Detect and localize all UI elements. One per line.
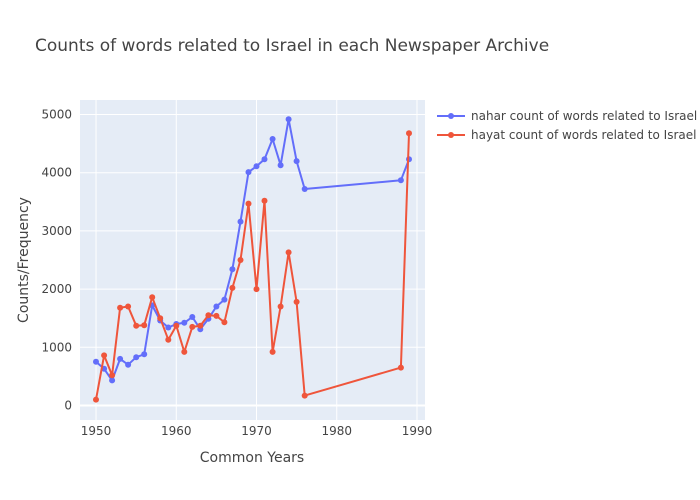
x-axis-title: Common Years	[200, 450, 304, 466]
legend-label: nahar count of words related to Israel	[471, 109, 697, 123]
y-tick-label: 3000	[41, 224, 72, 238]
data-point[interactable]	[301, 392, 308, 399]
data-point[interactable]	[181, 319, 188, 326]
data-point[interactable]	[101, 352, 108, 359]
data-point[interactable]	[205, 312, 212, 319]
legend-label: hayat count of words related to Israel	[471, 128, 696, 142]
data-point[interactable]	[149, 294, 156, 301]
data-point[interactable]	[189, 323, 196, 330]
y-tick-label: 0	[64, 398, 72, 412]
data-point[interactable]	[261, 197, 268, 204]
data-point[interactable]	[141, 351, 148, 358]
data-point[interactable]	[109, 377, 116, 384]
data-point[interactable]	[213, 303, 220, 310]
data-point[interactable]	[165, 324, 172, 331]
data-point[interactable]	[125, 361, 132, 368]
chart-title: Counts of words related to Israel in eac…	[35, 36, 549, 56]
data-point[interactable]	[229, 266, 236, 273]
y-axis-title: Counts/Frequency	[16, 197, 32, 323]
data-point[interactable]	[406, 130, 412, 137]
data-point[interactable]	[277, 303, 284, 310]
data-point[interactable]	[285, 116, 292, 123]
y-tick-label: 2000	[41, 282, 72, 296]
data-point[interactable]	[93, 396, 99, 403]
data-point[interactable]	[253, 286, 260, 293]
data-point[interactable]	[117, 355, 124, 362]
data-point[interactable]	[237, 257, 244, 263]
y-tick-label: 4000	[41, 166, 72, 180]
data-point[interactable]	[221, 319, 228, 326]
y-tick-label: 1000	[41, 340, 72, 354]
plot-area	[80, 100, 425, 420]
data-point[interactable]	[253, 163, 260, 170]
data-point[interactable]	[245, 169, 252, 176]
data-point[interactable]	[157, 315, 164, 322]
data-point[interactable]	[301, 186, 308, 192]
series-layer	[93, 116, 412, 403]
data-point[interactable]	[165, 336, 172, 343]
data-point[interactable]	[117, 304, 124, 311]
data-point[interactable]	[229, 284, 236, 291]
x-tick-label: 1990	[402, 424, 433, 438]
data-point[interactable]	[221, 296, 228, 303]
data-point[interactable]	[93, 358, 99, 365]
data-point[interactable]	[237, 218, 244, 225]
data-point[interactable]	[293, 158, 300, 165]
series-hayat	[93, 130, 412, 403]
data-point[interactable]	[181, 348, 188, 355]
data-point[interactable]	[269, 348, 276, 355]
y-axis-ticks: 0 1000 2000 3000 4000 5000	[41, 108, 72, 413]
data-point[interactable]	[261, 156, 268, 163]
legend-marker	[448, 132, 454, 138]
data-point[interactable]	[189, 314, 196, 320]
data-point[interactable]	[133, 354, 140, 361]
x-tick-label: 1950	[81, 424, 112, 438]
data-point[interactable]	[173, 322, 180, 329]
x-tick-label: 1970	[241, 424, 272, 438]
data-point[interactable]	[213, 312, 220, 319]
x-tick-label: 1960	[161, 424, 192, 438]
x-tick-label: 1980	[321, 424, 352, 438]
x-axis-ticks: 1950 1960 1970 1980 1990	[81, 424, 432, 438]
data-point[interactable]	[133, 322, 140, 329]
data-point[interactable]	[141, 322, 148, 329]
gridlines	[80, 100, 425, 420]
data-point[interactable]	[197, 322, 204, 329]
data-point[interactable]	[293, 298, 300, 305]
data-point[interactable]	[397, 177, 404, 184]
data-point[interactable]	[397, 364, 404, 371]
legend-item[interactable]: hayat count of words related to Israel	[437, 128, 696, 142]
data-point[interactable]	[125, 303, 132, 310]
legend[interactable]: nahar count of words related to Israel ha…	[437, 109, 697, 142]
data-point[interactable]	[285, 249, 292, 256]
data-point[interactable]	[277, 162, 284, 169]
data-point[interactable]	[245, 200, 252, 207]
y-tick-label: 5000	[41, 108, 72, 122]
data-point[interactable]	[269, 136, 276, 142]
legend-item[interactable]: nahar count of words related to Israel	[437, 109, 697, 123]
legend-marker	[448, 113, 454, 119]
data-point[interactable]	[109, 372, 116, 379]
